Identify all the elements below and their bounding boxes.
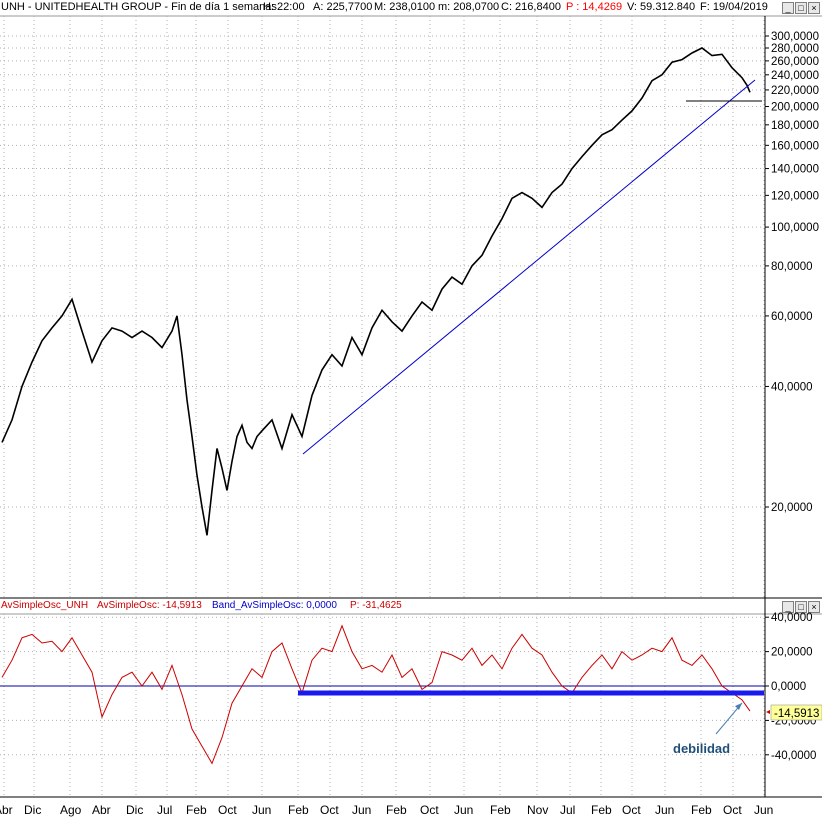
time-tick-label: Oct xyxy=(622,803,641,817)
price-tick-label: 80,0000 xyxy=(771,261,813,273)
restore-icon[interactable]: □ xyxy=(795,2,807,14)
time-axis: Abr Dic Ago Abr Dic Jul Feb Oct Jun Feb Oct Jun Feb O… xyxy=(0,16,773,817)
current-value-box xyxy=(770,704,822,721)
change-value: P : 14,4269 xyxy=(566,1,623,13)
minimize-icon[interactable]: _ xyxy=(782,601,794,613)
time-tick-label: Oct xyxy=(218,803,237,817)
price-series xyxy=(1,47,751,536)
time-tick-label: Feb xyxy=(288,803,309,817)
time-tick-label: Jun xyxy=(252,803,271,817)
price-tick-label: 160,0000 xyxy=(771,140,819,152)
time-tick-label: Oct xyxy=(320,803,339,817)
current-value-label: -14,5913 xyxy=(774,708,819,720)
date-value: F: 19/04/2019 xyxy=(700,1,768,13)
time-tick-label: Nov xyxy=(527,803,548,817)
annotation-arrowhead xyxy=(735,703,742,710)
osc-tick-label: 20,0000 xyxy=(771,647,813,659)
time-tick-label: Abr xyxy=(92,803,111,817)
volume-value: V: 59.312.840 xyxy=(627,1,696,13)
price-tick-label: 280,0000 xyxy=(771,43,819,55)
close-icon[interactable]: × xyxy=(808,601,820,613)
osc-name: AvSimpleOsc_UNH xyxy=(1,600,89,611)
osc-tick-label: 0,0000 xyxy=(771,681,806,693)
time-tick-label: Feb xyxy=(691,803,712,817)
high-value: M: 238,0100 xyxy=(374,1,436,13)
upper-grid xyxy=(0,35,765,508)
time-tick-label: Jun xyxy=(655,803,674,817)
close-value: C: 216,8400 xyxy=(501,1,561,13)
annotation-text: debilidad xyxy=(673,741,730,756)
symbol-title: UNH - UNITEDHEALTH GROUP - Fin de día 1 … xyxy=(1,1,277,13)
band-value: Band_AvSimpleOsc: 0,0000 xyxy=(212,600,337,611)
p-value: P: -31,4625 xyxy=(350,600,402,611)
time-tick-label: Feb xyxy=(490,803,511,817)
osc-tick-label: -40,0000 xyxy=(771,750,816,762)
price-tick-label: 20,0000 xyxy=(771,502,813,514)
price-tick-label: 180,0000 xyxy=(771,120,819,132)
current-value-marker xyxy=(766,710,770,714)
oscillator-series xyxy=(1,624,751,765)
chart-header: UNH - UNITEDHEALTH GROUP - Fin de día 1 … xyxy=(0,0,822,16)
hour-value: H: 22:00 xyxy=(263,1,305,13)
open-value: A: 225,7700 xyxy=(313,1,373,13)
time-tick-label: Oct xyxy=(420,803,439,817)
time-tick-label: Jul xyxy=(560,803,575,817)
price-tick-label: 200,0000 xyxy=(771,102,819,114)
price-tick-label: 220,0000 xyxy=(771,85,819,97)
osc-tick-label: 40,0000 xyxy=(771,612,813,624)
time-tick-label: Jun xyxy=(754,803,773,817)
time-tick-label: Feb xyxy=(591,803,612,817)
time-tick-label: Jul xyxy=(157,803,172,817)
price-tick-label: 240,0000 xyxy=(771,70,819,82)
price-tick-label: 120,0000 xyxy=(771,190,819,202)
osc-value: AvSimpleOsc: -14,5913 xyxy=(97,600,202,611)
price-tick-label: 300,0000 xyxy=(771,31,819,43)
time-tick-label: Feb xyxy=(386,803,407,817)
price-tick-label: 260,0000 xyxy=(771,56,819,68)
time-tick-label: Dic xyxy=(24,803,41,817)
time-tick-label: Feb xyxy=(186,803,207,817)
restore-icon[interactable]: □ xyxy=(795,601,807,613)
price-tick-label: 40,0000 xyxy=(771,381,813,393)
time-tick-label: Ago xyxy=(60,803,82,817)
minimize-icon[interactable]: _ xyxy=(782,2,794,14)
time-tick-label: Dic xyxy=(126,803,143,817)
time-tick-label: Jun xyxy=(352,803,371,817)
low-value: m: 208,0700 xyxy=(438,1,500,13)
price-tick-label: 140,0000 xyxy=(771,164,819,176)
oscillator-header: AvSimpleOsc_UNH AvSimpleOsc: -14,5913 Ba… xyxy=(0,600,822,614)
close-icon[interactable]: × xyxy=(808,2,820,14)
trend-line xyxy=(302,79,756,455)
time-tick-label: Oct xyxy=(723,803,742,817)
time-tick-label: Jun xyxy=(454,803,473,817)
price-tick-label: 60,0000 xyxy=(771,311,813,323)
price-tick-label: 100,0000 xyxy=(771,222,819,234)
time-tick-label: Abr xyxy=(0,803,13,817)
